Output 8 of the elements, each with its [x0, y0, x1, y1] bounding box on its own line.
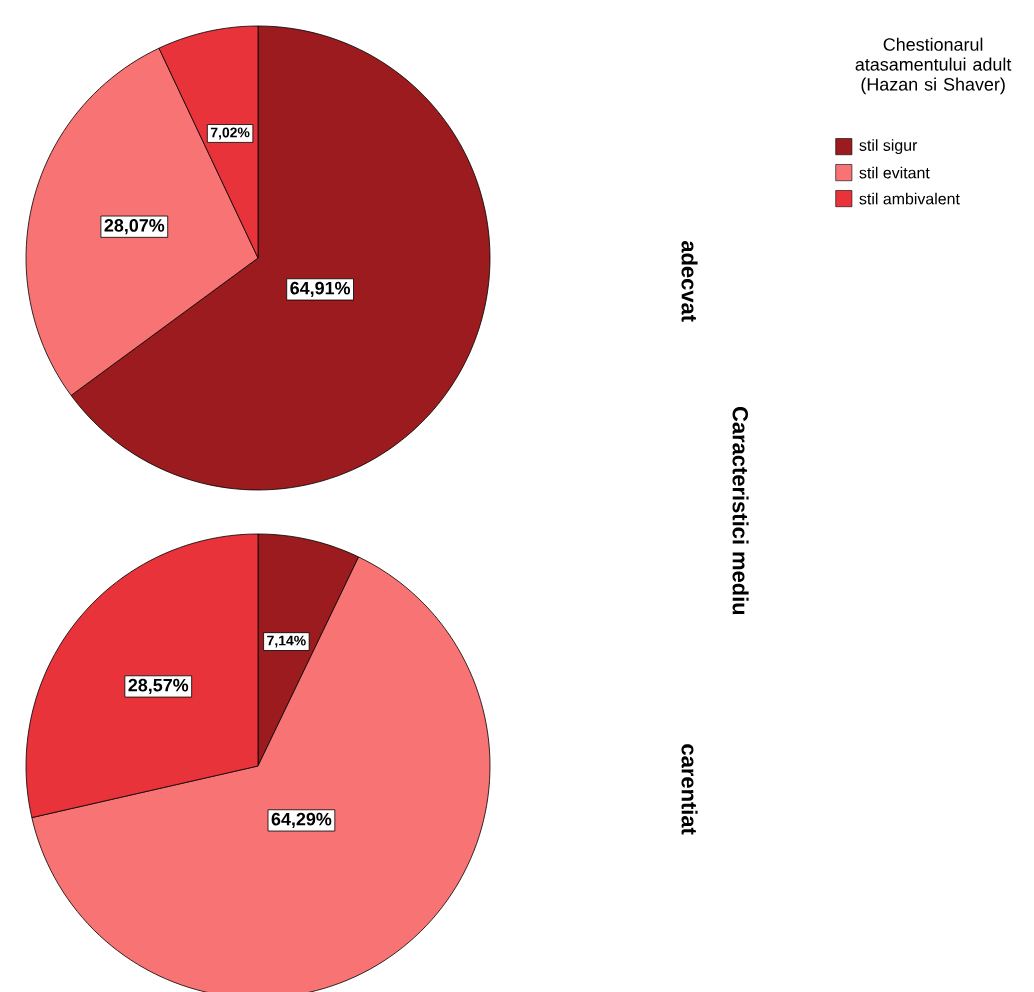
- legend-title: Chestionarul atasamentului adult (Hazan si Shaver): [855, 37, 1012, 95]
- data-label: 64,91%: [290, 281, 351, 298]
- text: carentiat: [681, 744, 698, 835]
- data-label: 64,29%: [271, 812, 332, 829]
- data-label: 28,07%: [104, 219, 165, 235]
- data-label: 28,57%: [128, 678, 189, 695]
- text: Caracteristici mediu: [732, 407, 749, 615]
- text: adecvat: [681, 241, 698, 322]
